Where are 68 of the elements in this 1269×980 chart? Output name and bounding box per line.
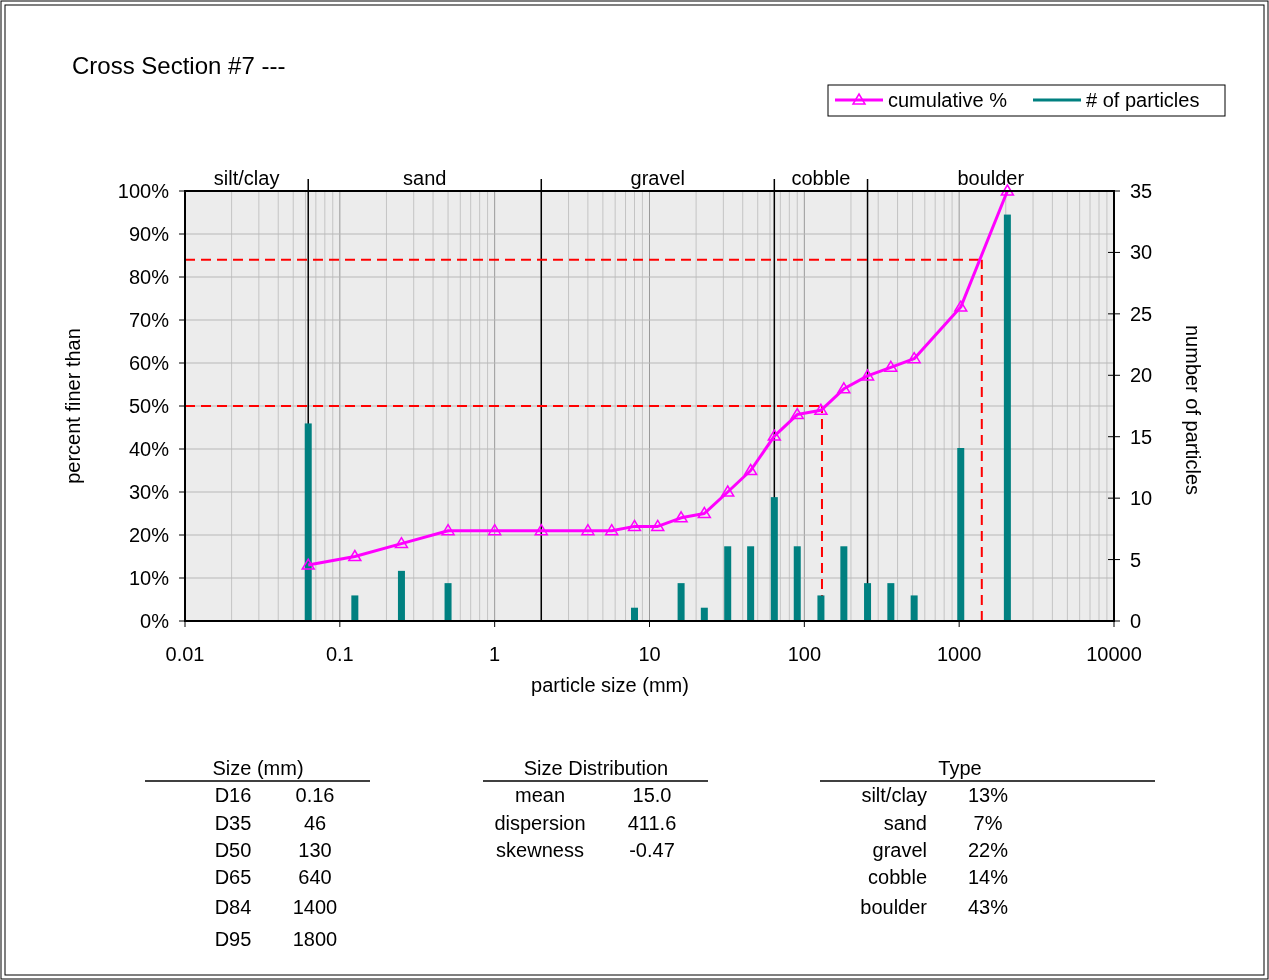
text: 43%: [967, 896, 1009, 918]
y2-axis-title: number of particles: [1182, 324, 1204, 496]
band-label: gravel: [630, 167, 686, 189]
y-tick-label: 80%: [128, 266, 170, 288]
y-tick-label: 100%: [117, 180, 170, 202]
x-tick-label: 100: [787, 643, 822, 665]
text: D16: [214, 784, 252, 806]
y-tick-label: 90%: [128, 223, 170, 245]
y2-tick-label: 10: [1130, 487, 1153, 510]
text: 14%: [967, 866, 1009, 888]
text: D65: [214, 866, 252, 888]
text: silt/clay: [861, 784, 927, 806]
y2-tick-label: 15: [1130, 425, 1153, 448]
text: skewness: [496, 839, 584, 861]
text: mean: [514, 784, 566, 806]
text: 0.16: [295, 784, 335, 806]
text: sand: [883, 812, 927, 834]
text: 13%: [967, 784, 1009, 806]
text: gravel: [872, 839, 927, 861]
y-axis-title: percent finer than: [62, 328, 84, 484]
band-label: cobble: [791, 167, 851, 189]
x-axis-title: particle size (mm): [531, 674, 689, 696]
y-tick-label: 30%: [128, 481, 170, 503]
y2-tick-label: 5: [1130, 548, 1142, 571]
text: 46: [303, 812, 327, 834]
x-tick-label: 1000: [936, 643, 982, 665]
text: D50: [214, 839, 252, 861]
y-tick-label: 0%: [140, 610, 170, 632]
text: boulder: [860, 896, 928, 918]
text: 7%: [973, 812, 1003, 834]
x-tick-label: 0.01: [165, 643, 205, 665]
y2-tick-label: 0: [1130, 610, 1142, 632]
band-label: boulder: [957, 167, 1025, 189]
y-tick-label: 10%: [128, 567, 170, 589]
text: D84: [214, 896, 252, 918]
y2-tick-label: 25: [1130, 302, 1153, 325]
text: 1400: [292, 896, 338, 918]
text: D95: [214, 928, 252, 950]
text: cobble: [868, 866, 927, 888]
text: Type: [938, 757, 982, 779]
text: 130: [298, 839, 332, 861]
band-label: silt/clay: [213, 167, 280, 189]
y2-tick-label: 20: [1130, 364, 1153, 387]
text: -0.47: [629, 839, 675, 861]
y2-tick-label: 30: [1130, 241, 1153, 264]
text: 1800: [292, 928, 338, 950]
y-tick-label: 60%: [128, 352, 170, 374]
text: 22%: [967, 839, 1009, 861]
band-label: sand: [403, 167, 447, 189]
legend-label: # of particles: [1086, 89, 1200, 111]
legend-label: cumulative %: [888, 89, 1008, 111]
text: dispersion: [494, 812, 586, 834]
text: 640: [298, 866, 332, 888]
y-tick-label: 50%: [128, 395, 170, 417]
text: 411.6: [627, 812, 677, 834]
y-tick-label: 20%: [128, 524, 170, 546]
y2-tick-label: 35: [1130, 180, 1153, 202]
chart-title: Cross Section #7 ---: [72, 52, 286, 79]
text: D35: [214, 812, 252, 834]
text: Size Distribution: [523, 757, 669, 779]
y-tick-label: 70%: [128, 309, 170, 331]
x-tick-label: 10: [638, 643, 661, 665]
x-tick-label: 0.1: [325, 643, 354, 665]
x-tick-label: 1: [489, 643, 501, 665]
text: Size (mm): [212, 757, 304, 779]
x-tick-label: 10000: [1086, 643, 1142, 665]
text: 15.0: [632, 784, 672, 806]
y-tick-label: 40%: [128, 438, 170, 460]
